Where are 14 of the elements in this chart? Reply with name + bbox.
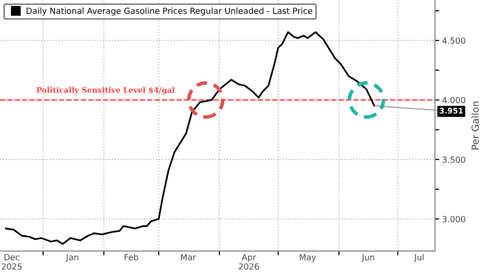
legend-label: Daily National Average Gasoline Prices Regular Unleaded - Last Price	[26, 8, 312, 16]
x-tick-label: Jan	[66, 254, 78, 262]
x-tick-label: May	[300, 254, 316, 262]
x-tick-label: Feb	[124, 254, 138, 260]
y-axis-title: Per Gallon	[471, 102, 479, 150]
x-tick-label: Dec 2025	[2, 254, 22, 270]
y-tick-label: 3.000	[442, 216, 466, 222]
x-tick-label: Jul	[414, 254, 424, 262]
y-tick-label: 4.500	[442, 37, 466, 44]
x-tick-label: Jun	[361, 254, 374, 262]
x-tick-label: Apr 2026	[238, 254, 259, 270]
y-tick-label: 4.000	[442, 96, 466, 104]
x-tick-label: Mar	[181, 254, 196, 260]
y-tick-label: 3.500	[442, 156, 466, 163]
